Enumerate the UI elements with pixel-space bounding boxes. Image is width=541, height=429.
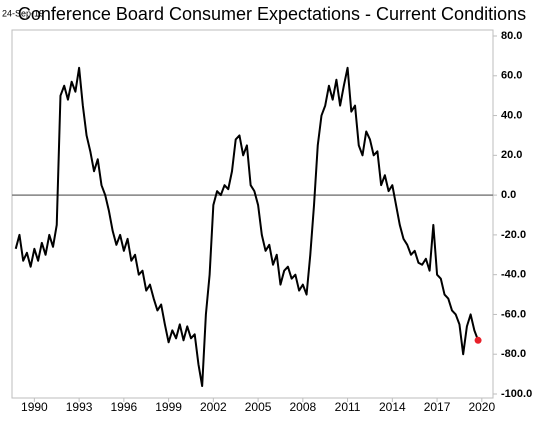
plot-frame xyxy=(11,29,494,399)
y-tick-label: 40.0 xyxy=(501,109,522,121)
x-tick-label: 2005 xyxy=(245,400,272,414)
x-tick-label: 1999 xyxy=(155,400,182,414)
x-tick-label: 2008 xyxy=(289,400,316,414)
y-tick-label: 80.0 xyxy=(501,30,522,42)
y-tick-label: -60.0 xyxy=(501,308,526,320)
data-line xyxy=(14,66,480,388)
y-tick-label: -80.0 xyxy=(501,348,526,360)
y-tick-label: -20.0 xyxy=(501,229,526,241)
y-tick-label: -40.0 xyxy=(501,269,526,281)
x-tick-label: 2002 xyxy=(200,400,227,414)
last-point xyxy=(474,336,482,344)
y-tick-label: 60.0 xyxy=(501,70,522,82)
y-tick-label: 0.0 xyxy=(501,189,516,201)
x-tick-label: 2011 xyxy=(335,400,361,414)
x-tick-label: 2020 xyxy=(468,400,495,414)
x-tick-label: 1990 xyxy=(21,400,48,414)
x-tick-label: 1993 xyxy=(66,400,93,414)
x-tick-label: 2017 xyxy=(424,400,451,414)
y-tick-label: -100.0 xyxy=(501,388,532,400)
x-tick-label: 2014 xyxy=(379,400,406,414)
chart-title: Conference Board Consumer Expectations -… xyxy=(18,4,526,24)
x-tick-label: 1996 xyxy=(111,400,138,414)
date-label: 24-Sep-19 xyxy=(2,8,44,18)
y-tick-label: 20.0 xyxy=(501,149,522,161)
